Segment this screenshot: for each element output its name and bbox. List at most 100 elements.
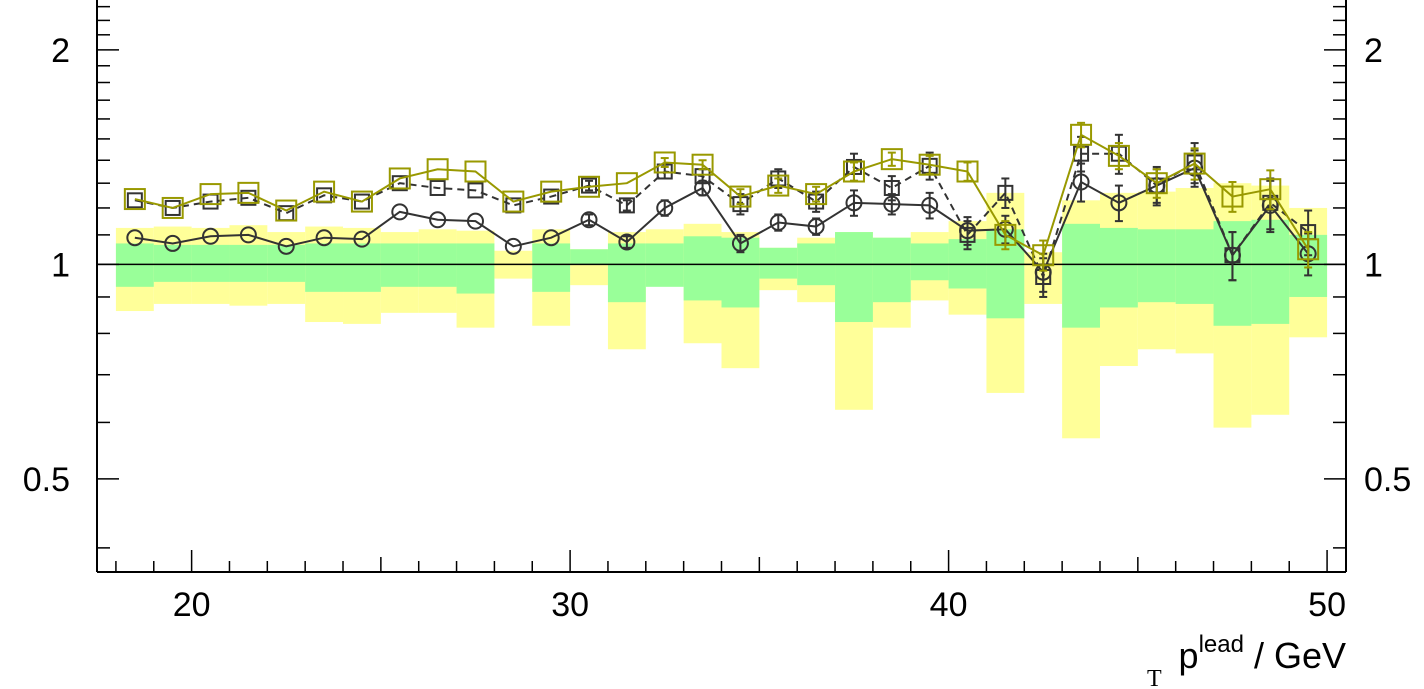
data-point (277, 237, 295, 255)
data-point (921, 196, 939, 214)
data-point (123, 188, 146, 211)
data-point (1145, 172, 1168, 195)
data-point (543, 188, 560, 205)
data-point (429, 179, 446, 196)
data-point (467, 182, 484, 199)
inner-band-bin (835, 232, 873, 323)
inner-band-bin (229, 244, 268, 282)
data-point (164, 199, 181, 216)
inner-band-bin (532, 243, 571, 292)
data-point (502, 190, 525, 213)
series-line (134, 133, 1309, 257)
series-2 (123, 121, 1320, 272)
data-point (656, 199, 674, 217)
inner-band-bin (305, 243, 344, 292)
x-tick-label: 20 (173, 586, 211, 624)
axis-ticks (97, 5, 1346, 572)
data-point (164, 234, 182, 252)
y-tick-label-left: 2 (51, 32, 70, 70)
x-tick-label: 30 (551, 586, 589, 624)
inner-band-bin (267, 244, 306, 282)
inner-band-bin (759, 247, 798, 279)
data-point (313, 180, 336, 203)
data-point (767, 174, 790, 197)
data-point (1183, 152, 1206, 175)
data-point (731, 234, 749, 252)
data-point (315, 229, 333, 247)
data-point (1221, 185, 1244, 208)
data-point (653, 151, 676, 174)
data-point (275, 199, 298, 222)
data-point (994, 223, 1017, 246)
x-tick-label: 50 (1308, 586, 1346, 624)
data-point (542, 229, 560, 247)
inner-band-bin (872, 237, 911, 303)
data-point (240, 189, 257, 206)
inner-band-bin (645, 243, 684, 287)
inner-band-bin (418, 243, 457, 287)
data-point (1107, 144, 1130, 167)
data-point (429, 211, 447, 229)
data-point (615, 172, 638, 195)
data-point (388, 167, 411, 190)
inner-band-bin (570, 249, 608, 265)
data-point (1224, 247, 1241, 264)
data-point (1297, 238, 1320, 261)
inner-band-bin (456, 243, 495, 294)
data-point (959, 226, 976, 243)
data-point (578, 175, 601, 198)
inner-band-bin (191, 244, 230, 282)
data-point (842, 160, 865, 183)
y-tick-label-left: 0.5 (23, 461, 70, 499)
data-point (805, 183, 828, 206)
data-point (729, 185, 752, 208)
data-point (845, 194, 863, 212)
inner-band-bin (1062, 223, 1100, 328)
x-axis-title-base: p (1179, 635, 1199, 676)
tick-labels: 20 30 40 50 0.5 1 2 0.5 1 2 (23, 32, 1412, 624)
series-layer (123, 121, 1320, 298)
data-point (391, 203, 409, 221)
data-point (618, 197, 635, 214)
inner-band-bin (683, 236, 722, 301)
x-axis-title-subscript: T (1147, 666, 1162, 689)
y-tick-label-right: 0.5 (1364, 461, 1411, 499)
data-point (353, 193, 370, 210)
data-point (918, 153, 941, 176)
x-axis-title-superscript: lead (1199, 631, 1244, 658)
data-point (1070, 123, 1093, 146)
inner-band-bin (1099, 227, 1138, 308)
data-point (202, 227, 220, 245)
data-point (956, 160, 979, 183)
data-point (691, 153, 714, 176)
data-point (199, 183, 222, 206)
inner-band-bin (380, 243, 419, 287)
data-point (880, 148, 903, 171)
x-axis-title-unit: / GeV (1244, 635, 1346, 676)
data-point (1072, 173, 1090, 191)
inner-band-bin (1137, 229, 1176, 303)
data-point (883, 179, 900, 196)
data-point (1110, 194, 1128, 212)
data-point (350, 190, 373, 213)
inner-band-bin (1175, 229, 1214, 304)
inner-band-bin (607, 243, 646, 303)
data-point (807, 218, 825, 236)
data-point (540, 180, 563, 203)
inner-band-bin (1251, 219, 1290, 324)
data-point (161, 196, 184, 219)
data-point (466, 212, 484, 230)
y-tick-label-left: 1 (51, 246, 70, 284)
data-point (580, 211, 598, 229)
y-tick-label-right: 1 (1364, 246, 1383, 284)
data-point (1259, 178, 1282, 201)
inner-band-bin (115, 243, 154, 287)
data-point (769, 213, 787, 231)
y-tick-label-right: 2 (1364, 32, 1383, 70)
inner-band-bin (910, 243, 949, 281)
outer-uncertainty-band (115, 183, 1328, 439)
inner-band-bin (343, 243, 381, 292)
data-point (126, 229, 144, 247)
data-point (239, 226, 257, 244)
